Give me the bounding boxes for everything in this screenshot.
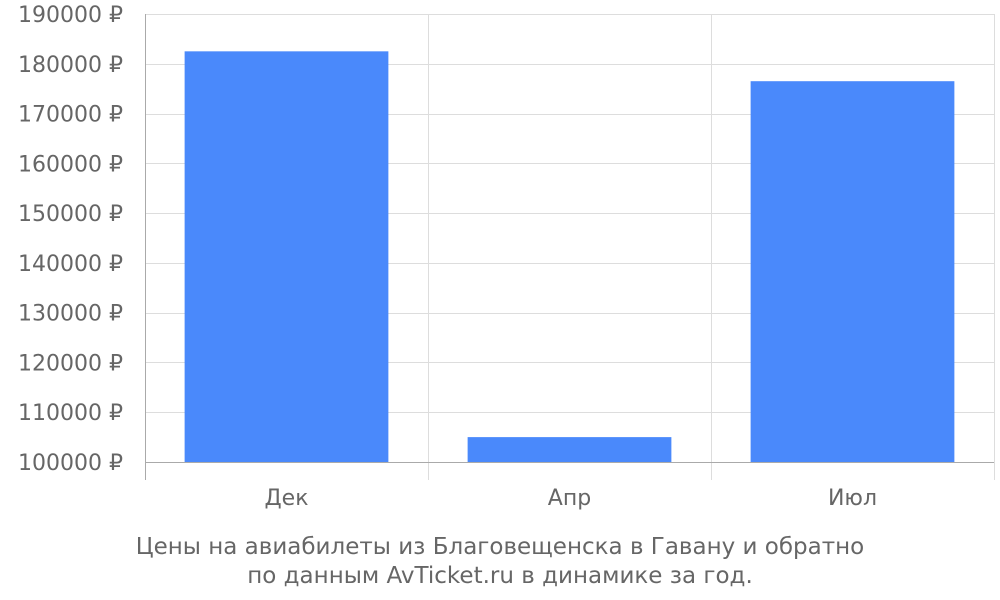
axes bbox=[145, 14, 994, 480]
chart-caption-line-2: по данным AvTicket.ru в динамике за год. bbox=[247, 563, 753, 589]
y-tick-label: 130000 ₽ bbox=[18, 302, 123, 327]
chart-caption-line-1: Цены на авиабилеты из Благовещенска в Га… bbox=[135, 534, 865, 560]
y-tick-label: 120000 ₽ bbox=[18, 351, 123, 376]
y-tick-label: 150000 ₽ bbox=[18, 202, 123, 227]
y-tick-label: 140000 ₽ bbox=[18, 252, 123, 277]
bars bbox=[184, 51, 955, 462]
bar-Дек bbox=[184, 51, 389, 462]
y-tick-label: 190000 ₽ bbox=[18, 3, 123, 28]
y-tick-label: 170000 ₽ bbox=[18, 103, 123, 128]
x-axis-tick-labels: Дек Апр Июл bbox=[264, 486, 877, 511]
y-tick-label: 180000 ₽ bbox=[18, 53, 123, 78]
x-tick-label: Июл bbox=[828, 486, 877, 511]
bar-Апр bbox=[467, 437, 672, 462]
x-tick-label: Дек bbox=[264, 486, 308, 511]
y-axis-tick-labels: 100000 ₽ 110000 ₽ 120000 ₽ 130000 ₽ 140000 ₽… bbox=[18, 3, 123, 476]
bar-Июл bbox=[750, 81, 955, 462]
x-tick-label: Апр bbox=[548, 486, 591, 511]
y-tick-label: 110000 ₽ bbox=[18, 401, 123, 426]
y-tick-label: 100000 ₽ bbox=[18, 451, 123, 476]
y-tick-label: 160000 ₽ bbox=[18, 152, 123, 177]
